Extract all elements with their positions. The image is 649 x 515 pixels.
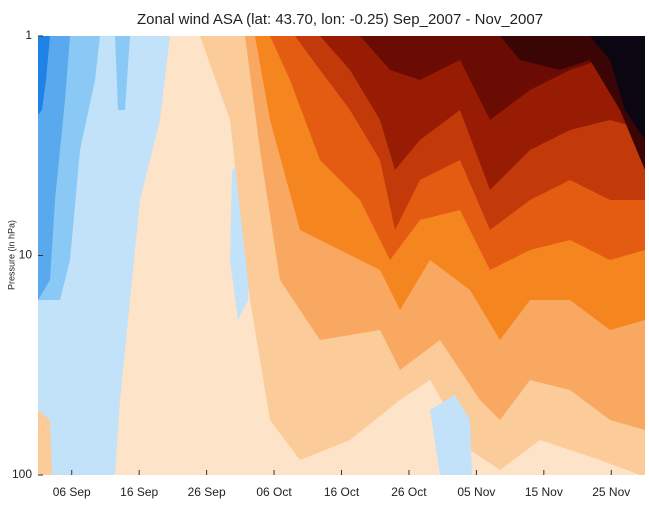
contour-region [500,36,645,170]
y-tick-label: 10 [19,248,33,262]
y-tick-label: 100 [12,467,32,481]
x-tick-label: 25 Nov [592,485,630,499]
x-tick-label: 26 Oct [391,485,427,499]
x-tick-label: 16 Sep [120,485,158,499]
x-tick-label: 06 Oct [256,485,292,499]
contour-region [590,36,645,140]
contour-field [38,36,645,475]
x-tick-label: 16 Oct [324,485,360,499]
contour-region [430,395,472,475]
x-tick-label: 26 Sep [188,485,226,499]
contour-region [320,36,645,190]
contour-region [115,36,130,110]
contour-region [38,410,52,475]
contour-region [38,36,50,115]
x-tick-label: 15 Nov [525,485,563,499]
x-tick-label: 05 Nov [457,485,495,499]
y-tick-label: 1 [25,28,32,42]
contour-region [38,36,70,300]
y-axis-label: Pressure (in hPa) [6,220,16,290]
chart-title: Zonal wind ASA (lat: 43.70, lon: -0.25) … [137,11,543,28]
x-tick-label: 06 Sep [53,485,91,499]
